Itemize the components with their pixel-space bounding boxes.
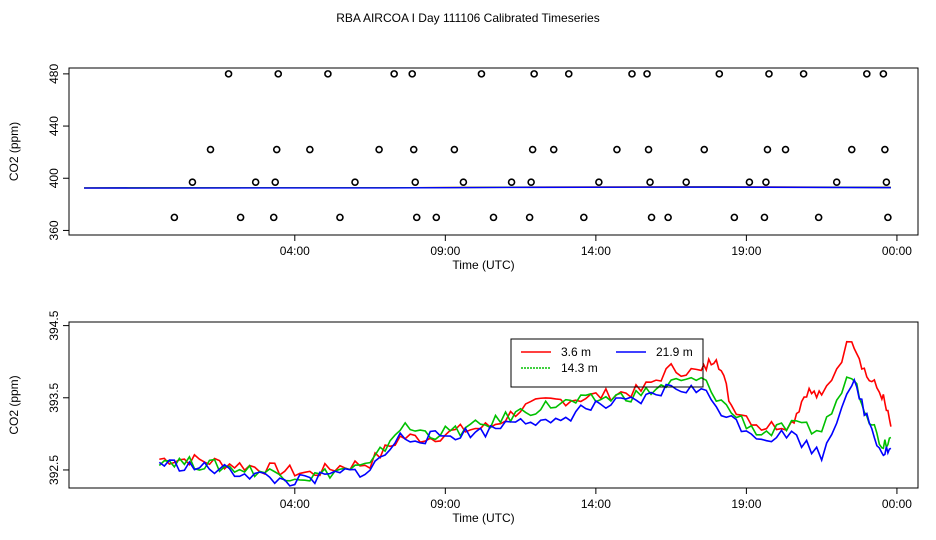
x-axis-label: Time (UTC) bbox=[452, 258, 514, 272]
data-point bbox=[236, 213, 245, 222]
data-point bbox=[170, 213, 179, 222]
data-point bbox=[745, 178, 754, 186]
data-point bbox=[390, 70, 398, 78]
data-point bbox=[781, 145, 790, 154]
y-tick-label: 480 bbox=[47, 64, 61, 84]
y-tick-label: 400 bbox=[47, 168, 61, 188]
data-point bbox=[432, 213, 441, 222]
data-point bbox=[763, 145, 772, 154]
baseline-line-2 bbox=[84, 186, 891, 189]
series-line-2 bbox=[158, 377, 892, 487]
data-point bbox=[409, 145, 418, 154]
data-point bbox=[375, 145, 383, 154]
legend-label: 3.6 m bbox=[561, 345, 591, 359]
x-tick-label: 09:00 bbox=[430, 244, 460, 258]
data-point bbox=[271, 178, 280, 186]
x-tick-label: 14:00 bbox=[581, 497, 611, 511]
data-point bbox=[459, 178, 468, 186]
series-line-1 bbox=[158, 376, 892, 482]
x-tick-label: 19:00 bbox=[731, 244, 761, 258]
data-point bbox=[847, 145, 856, 154]
data-point bbox=[863, 70, 871, 78]
data-point bbox=[882, 178, 891, 186]
data-point bbox=[206, 145, 215, 154]
data-point bbox=[224, 70, 233, 78]
y-tick-label: 394.5 bbox=[47, 310, 61, 340]
y-axis-label: CO2 (ppm) bbox=[7, 122, 21, 181]
plot-frame bbox=[68, 321, 919, 489]
data-point bbox=[477, 70, 486, 78]
data-point bbox=[613, 145, 621, 154]
data-point bbox=[408, 70, 417, 78]
scatter-panel: 04:00 09:00 14:00 19:00 00:00 360 400 440 480 Tim… bbox=[7, 64, 919, 272]
data-point bbox=[351, 178, 359, 186]
data-point bbox=[765, 70, 773, 78]
x-tick-label: 04:00 bbox=[280, 244, 310, 258]
data-point bbox=[814, 213, 823, 222]
data-point bbox=[628, 70, 636, 78]
data-point bbox=[549, 145, 558, 154]
data-point bbox=[324, 70, 332, 78]
data-point bbox=[730, 213, 739, 222]
data-point bbox=[306, 145, 314, 154]
data-point bbox=[715, 70, 724, 78]
plot-frame bbox=[68, 67, 919, 236]
y-axis-label: CO2 (ppm) bbox=[7, 375, 21, 434]
data-point bbox=[188, 178, 197, 186]
data-point bbox=[527, 178, 535, 186]
legend: 3.6 m 14.3 m 21.9 m bbox=[510, 338, 704, 388]
data-point bbox=[879, 70, 888, 78]
y-tick-label: 393.5 bbox=[47, 382, 61, 412]
data-point bbox=[881, 145, 889, 154]
data-point bbox=[799, 70, 808, 78]
x-tick-label: 00:00 bbox=[882, 244, 912, 258]
data-point bbox=[700, 145, 709, 154]
data-point bbox=[251, 178, 260, 186]
data-point bbox=[269, 213, 278, 222]
x-tick-label: 19:00 bbox=[731, 497, 761, 511]
data-point bbox=[412, 213, 421, 222]
data-point bbox=[646, 178, 654, 186]
data-point bbox=[643, 70, 651, 78]
data-point bbox=[647, 213, 656, 222]
data-point bbox=[274, 70, 283, 78]
figure-title: RBA AIRCOA I Day 111106 Calibrated Times… bbox=[336, 11, 599, 25]
y-tick-label: 392.5 bbox=[47, 455, 61, 485]
data-point bbox=[489, 213, 498, 222]
legend-box bbox=[510, 338, 704, 388]
data-point bbox=[580, 213, 588, 222]
x-tick-label: 14:00 bbox=[581, 244, 611, 258]
data-point bbox=[682, 178, 690, 186]
data-point bbox=[336, 213, 344, 222]
data-point bbox=[595, 178, 603, 186]
line-panel: 04:00 09:00 14:00 19:00 00:00 392.5 393.5 394.5… bbox=[7, 310, 919, 525]
data-point bbox=[411, 178, 420, 186]
legend-label: 21.9 m bbox=[656, 345, 693, 359]
data-point bbox=[272, 145, 281, 154]
legend-label: 14.3 m bbox=[561, 361, 598, 375]
data-point bbox=[450, 145, 459, 154]
data-point bbox=[564, 70, 573, 78]
x-tick-label: 04:00 bbox=[280, 497, 310, 511]
data-point bbox=[664, 213, 672, 222]
data-point bbox=[530, 70, 538, 78]
data-point bbox=[525, 213, 534, 222]
y-tick-label: 360 bbox=[47, 220, 61, 240]
data-point bbox=[832, 178, 841, 186]
data-point bbox=[762, 178, 770, 186]
x-tick-label: 00:00 bbox=[882, 497, 912, 511]
data-point bbox=[644, 145, 653, 154]
data-point bbox=[507, 178, 516, 186]
x-tick-label: 09:00 bbox=[430, 497, 460, 511]
data-point bbox=[528, 145, 537, 154]
x-axis-label: Time (UTC) bbox=[452, 511, 514, 525]
series-line-0 bbox=[159, 340, 892, 477]
data-point bbox=[884, 213, 892, 222]
data-point bbox=[760, 213, 769, 222]
y-tick-label: 440 bbox=[47, 116, 61, 136]
